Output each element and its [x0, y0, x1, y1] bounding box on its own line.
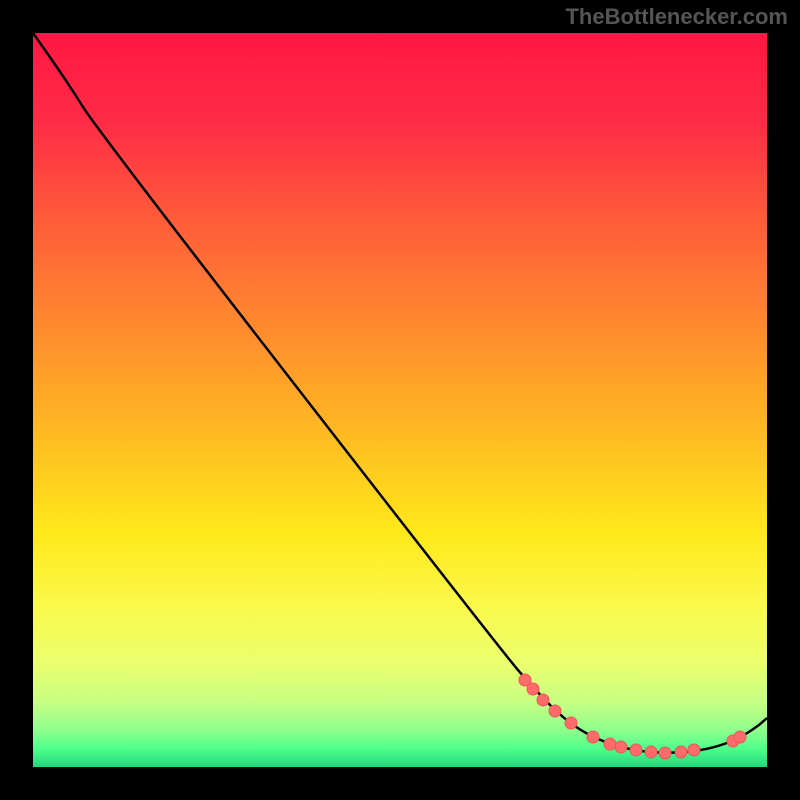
curve-layer — [33, 33, 767, 767]
bottleneck-curve — [33, 33, 767, 753]
marker-point — [645, 746, 657, 758]
marker-point — [659, 747, 671, 759]
marker-point — [587, 731, 599, 743]
marker-point — [734, 731, 746, 743]
plot-area — [33, 33, 767, 767]
marker-point — [630, 744, 642, 756]
marker-point — [565, 717, 577, 729]
watermark-text: TheBottlenecker.com — [565, 4, 788, 30]
marker-point — [537, 694, 549, 706]
markers-group — [519, 674, 746, 759]
marker-point — [615, 741, 627, 753]
marker-point — [527, 683, 539, 695]
marker-point — [688, 744, 700, 756]
marker-point — [675, 746, 687, 758]
marker-point — [549, 705, 561, 717]
marker-point — [604, 738, 616, 750]
